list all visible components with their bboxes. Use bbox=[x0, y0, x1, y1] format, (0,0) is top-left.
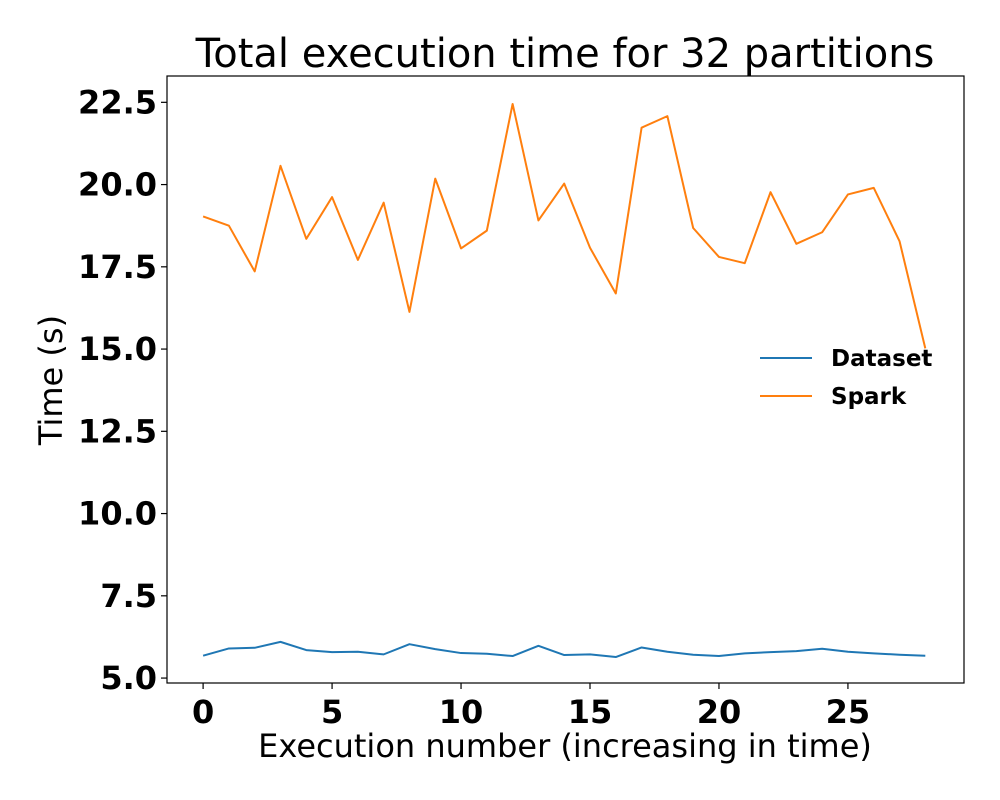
y-tick-label: 17.5 bbox=[78, 248, 157, 286]
y-tick-label: 5.0 bbox=[100, 659, 157, 697]
axis-ticks: 0 5 10 15 20 25 5.0 7.5 10.0 12.5 15.0 17.5 20.0 22.5 bbox=[78, 83, 870, 731]
y-tick-label: 22.5 bbox=[78, 83, 157, 121]
x-tick-label: 5 bbox=[321, 693, 343, 731]
legend-label-dataset: Dataset bbox=[831, 346, 932, 372]
series-layer bbox=[202, 102, 927, 659]
y-tick-label: 15.0 bbox=[78, 330, 157, 368]
y-axis-label: Time (s) bbox=[32, 315, 70, 446]
y-tick-label: 12.5 bbox=[78, 412, 157, 450]
x-tick-label: 0 bbox=[192, 693, 214, 731]
legend: Dataset Spark bbox=[760, 346, 932, 410]
x-tick-label: 20 bbox=[697, 693, 742, 731]
y-tick-label: 10.0 bbox=[78, 495, 157, 533]
x-tick-label: 15 bbox=[568, 693, 613, 731]
x-axis-label: Execution number (increasing in time) bbox=[258, 727, 872, 765]
series-line-dataset bbox=[202, 640, 926, 659]
plot-frame bbox=[166, 75, 965, 684]
x-tick-label: 25 bbox=[826, 693, 871, 731]
x-tick-label: 10 bbox=[439, 693, 484, 731]
y-tick-label: 7.5 bbox=[100, 577, 157, 615]
legend-label-spark: Spark bbox=[831, 384, 907, 410]
y-tick-label: 20.0 bbox=[78, 166, 157, 204]
chart-title: Total execution time for 32 partitions bbox=[195, 31, 935, 77]
series-line-spark bbox=[202, 102, 927, 349]
